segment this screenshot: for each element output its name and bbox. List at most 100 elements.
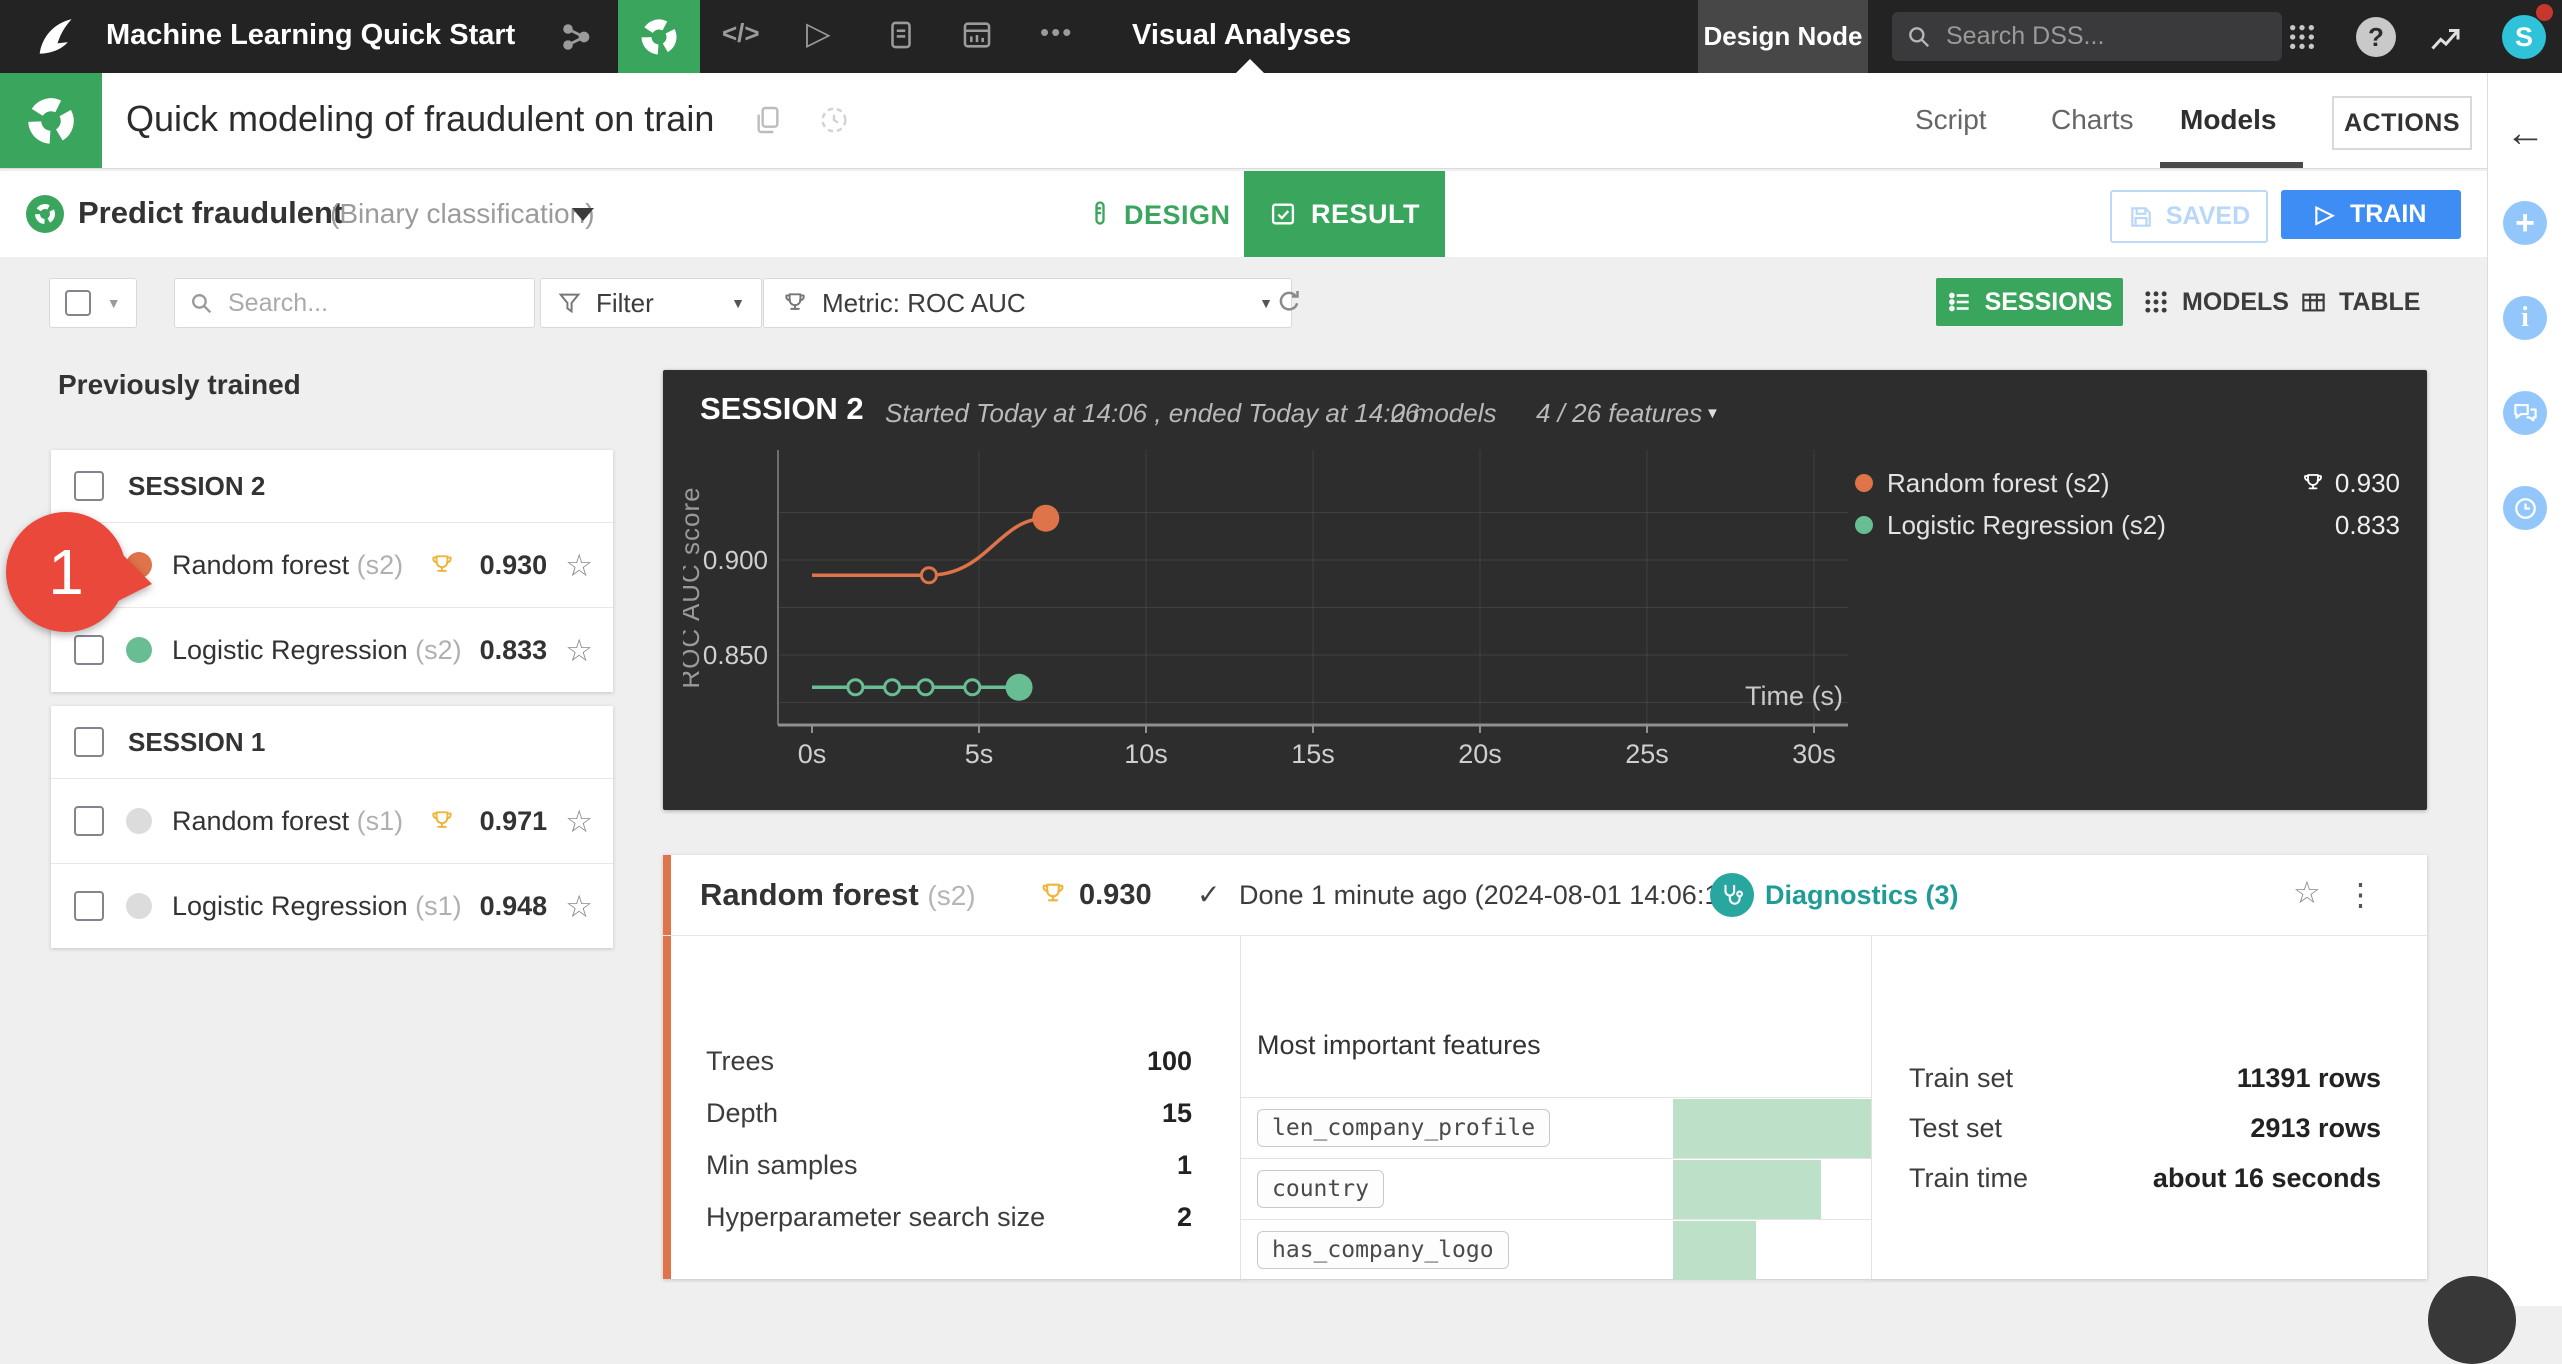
task-dropdown-caret[interactable]	[572, 208, 594, 221]
history-button[interactable]	[2503, 486, 2547, 530]
star-icon[interactable]: ☆	[565, 888, 593, 924]
session-name: SESSION 2	[128, 470, 266, 501]
collapse-panel-arrow[interactable]: ←	[2505, 111, 2546, 155]
importance-bar	[1673, 1159, 1871, 1219]
select-all-combo[interactable]: ▼	[49, 278, 137, 328]
model-row[interactable]: Random forest (s1) 0.971 ☆	[51, 778, 613, 863]
view-models-button[interactable]: MODELS	[2142, 278, 2289, 326]
play-icon[interactable]: ▷	[806, 15, 831, 51]
dashboard-icon[interactable]	[960, 18, 994, 52]
filter-label: Filter	[596, 287, 654, 318]
session-panel-title: SESSION 2	[700, 391, 864, 426]
tab-models[interactable]: Models	[2180, 104, 2277, 135]
dataiku-logo[interactable]	[32, 14, 78, 60]
session-checkbox[interactable]	[74, 727, 104, 757]
code-icon[interactable]: </>	[722, 18, 760, 48]
info-button[interactable]: i	[2503, 296, 2547, 340]
model-search-input[interactable]	[226, 287, 520, 319]
more-icon[interactable]: •••	[1040, 17, 1074, 47]
model-color-dot	[126, 808, 152, 834]
kebab-menu-icon[interactable]: ⋮	[2345, 877, 2376, 912]
result-tab[interactable]: RESULT	[1244, 171, 1445, 257]
model-row[interactable]: Logistic Regression (s2) 0.833 ☆	[51, 607, 613, 692]
view-sessions-button[interactable]: SESSIONS	[1936, 278, 2123, 326]
svg-text:ROC AUC score: ROC AUC score	[683, 486, 705, 688]
stat-row: Test set 2913 rows	[1872, 1103, 2419, 1153]
refresh-icon[interactable]	[1274, 287, 1304, 317]
assistant-widget-button[interactable]	[2428, 1276, 2516, 1364]
svg-text:20s: 20s	[1458, 739, 1502, 769]
model-accent-stripe	[663, 855, 671, 1279]
star-icon[interactable]: ☆	[565, 547, 593, 583]
model-row[interactable]: Logistic Regression (s1) 0.948 ☆	[51, 863, 613, 948]
select-all-caret[interactable]: ▼	[106, 295, 121, 311]
param-label: Trees	[706, 1045, 775, 1076]
main-content: ▼ Filter ▼ Metric: ROC AUC ▼ SESSIONS MO	[0, 257, 2487, 1306]
legend-label: Logistic Regression (s2)	[1887, 509, 2166, 540]
page-title: Visual Analyses	[1132, 19, 1352, 51]
session-checkbox[interactable]	[74, 471, 104, 501]
flow-icon[interactable]	[560, 21, 592, 53]
notebook-icon[interactable]	[884, 18, 918, 52]
model-checkbox[interactable]	[74, 806, 104, 836]
param-value: 100	[1146, 1045, 1192, 1076]
star-icon[interactable]: ☆	[565, 632, 593, 668]
feature-chip[interactable]: len_company_profile	[1257, 1109, 1551, 1147]
annotation-number: 1	[48, 536, 84, 608]
diagnostics-link[interactable]: Diagnostics (3)	[1765, 880, 1959, 910]
search-icon	[1906, 24, 1932, 50]
tab-script[interactable]: Script	[1915, 104, 1987, 135]
prediction-task-title[interactable]: Predict fraudulent	[78, 195, 344, 230]
star-icon[interactable]: ☆	[2293, 875, 2321, 910]
model-checkbox[interactable]	[74, 635, 104, 665]
design-node-badge[interactable]: Design Node	[1698, 0, 1868, 73]
legend-row[interactable]: Random forest (s2) 0.930	[1855, 462, 2400, 504]
chart-legend: Random forest (s2) 0.930 Logistic Regres…	[1855, 462, 2400, 546]
discussions-button[interactable]	[2503, 391, 2547, 435]
feature-chip[interactable]: country	[1257, 1170, 1384, 1208]
view-table-button[interactable]: TABLE	[2300, 278, 2420, 326]
session-header[interactable]: SESSION 1	[51, 706, 613, 778]
global-search[interactable]	[1892, 12, 2282, 61]
filter-dropdown[interactable]: Filter ▼	[540, 278, 762, 328]
svg-text:0s: 0s	[798, 739, 827, 769]
actions-button[interactable]: ACTIONS	[2332, 96, 2472, 150]
metric-dropdown[interactable]: Metric: ROC AUC ▼	[763, 278, 1292, 328]
copy-icon[interactable]	[752, 104, 784, 136]
global-search-input[interactable]	[1944, 21, 2218, 52]
param-row: Trees 100	[663, 1035, 1240, 1087]
model-session-tag: (s2)	[356, 549, 404, 580]
history-icon[interactable]	[818, 104, 850, 136]
diagnostics-icon[interactable]	[1710, 873, 1754, 917]
model-name: Logistic Regression	[172, 634, 408, 665]
model-session-tag: (s1)	[356, 805, 404, 836]
feature-chip[interactable]: has_company_logo	[1257, 1231, 1509, 1269]
trending-icon[interactable]	[2428, 20, 2464, 56]
session-features-count[interactable]: 4 / 26 features	[1536, 398, 1703, 428]
train-play-icon: ▷	[2315, 201, 2335, 228]
stat-value: about 16 seconds	[2152, 1162, 2381, 1193]
apps-grid-icon[interactable]	[2286, 21, 2318, 53]
design-tab[interactable]: DESIGN	[1124, 200, 1231, 230]
legend-row[interactable]: Logistic Regression (s2) 0.833	[1855, 504, 2400, 546]
active-tab-underline	[2160, 162, 2303, 168]
app-title: Machine Learning Quick Start	[106, 19, 516, 51]
features-caret[interactable]: ▼	[1705, 405, 1720, 422]
saved-button-label: SAVED	[2165, 202, 2251, 230]
add-button[interactable]: +	[2503, 201, 2547, 245]
model-detail-card: Random forest (s2) 0.930 ✓ Done 1 minute…	[663, 855, 2427, 1281]
feature-row: has_company_logo	[1241, 1219, 1871, 1281]
help-icon[interactable]: ?	[2356, 17, 2396, 57]
lab-tab-active[interactable]	[618, 0, 700, 73]
saved-button[interactable]: SAVED	[2110, 190, 2268, 243]
model-search-box[interactable]	[174, 278, 535, 328]
select-all-checkbox[interactable]	[65, 290, 92, 316]
session-header[interactable]: SESSION 2	[51, 450, 613, 522]
star-icon[interactable]: ☆	[565, 803, 593, 839]
legend-color-dot	[1855, 474, 1873, 492]
svg-text:25s: 25s	[1625, 739, 1669, 769]
model-checkbox[interactable]	[74, 891, 104, 921]
tab-charts[interactable]: Charts	[2051, 104, 2134, 135]
avatar[interactable]: S	[2502, 15, 2546, 59]
train-button[interactable]: ▷ TRAIN	[2281, 190, 2461, 239]
